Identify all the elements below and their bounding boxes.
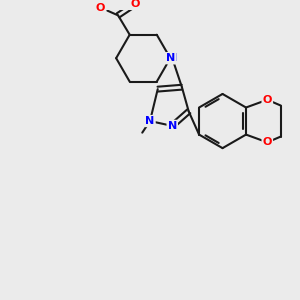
Text: O: O xyxy=(96,3,105,13)
Text: O: O xyxy=(262,137,272,147)
Text: N: N xyxy=(146,116,154,126)
Text: N: N xyxy=(168,121,177,131)
Text: N: N xyxy=(168,53,177,63)
Text: N: N xyxy=(166,53,175,63)
Text: O: O xyxy=(131,0,140,9)
Text: O: O xyxy=(262,95,272,105)
